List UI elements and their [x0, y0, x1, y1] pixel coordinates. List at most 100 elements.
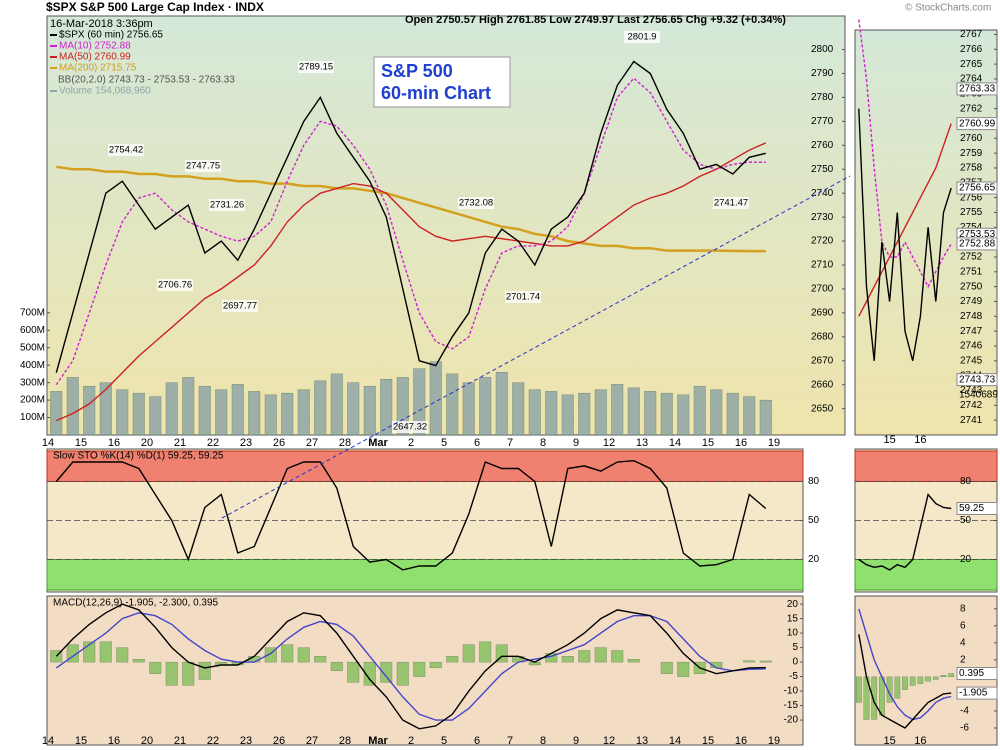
bar [297, 389, 310, 436]
bar [726, 392, 739, 436]
bar [149, 396, 162, 436]
y-tick-label: 2751 [960, 266, 983, 277]
legend-label: MA(10) 2752.88 [59, 41, 131, 52]
bar [627, 387, 640, 436]
x-tick-label: Mar [368, 437, 388, 449]
x-tick-label: 8 [540, 437, 546, 449]
x-tick-label: 15 [702, 437, 714, 449]
x-tick-label: 28 [339, 437, 351, 449]
y2-tick-label: 600M [20, 325, 45, 336]
series-line [55, 60, 766, 373]
y-tick-label: 2755 [960, 207, 983, 218]
x-tick-label: 27 [306, 735, 318, 747]
y-tick-label: 6 [960, 620, 966, 631]
bar [462, 382, 475, 436]
x-tick-label: 2 [408, 437, 414, 449]
value-label: 2763.33 [959, 84, 996, 95]
y-tick-label: 2760 [960, 133, 983, 144]
credit: © StockCharts.com [905, 3, 991, 14]
x-tick-label: 21 [174, 735, 186, 747]
annotation: 2731.26 [210, 200, 244, 211]
series-line [55, 603, 766, 730]
value-label: 2760.99 [959, 118, 996, 129]
y-tick-label: 2700 [811, 284, 834, 295]
y-tick-label: 2660 [811, 379, 834, 390]
annotation-box [713, 197, 749, 209]
bar [165, 382, 178, 436]
bar [677, 394, 690, 436]
bar [693, 385, 706, 436]
overbought-zone [854, 450, 998, 482]
callout-text: 60-min Chart [381, 83, 491, 103]
bar [314, 656, 327, 663]
y-tick-label: -4 [960, 706, 969, 717]
bar [281, 644, 294, 663]
x-tick-label: 27 [306, 437, 318, 449]
x-tick-label: 16 [914, 434, 926, 446]
series-line [858, 608, 952, 721]
y-tick-label: 2680 [811, 331, 834, 342]
y-tick-label: -5 [789, 671, 798, 682]
y-tick-label: 20 [787, 599, 799, 610]
bar [264, 394, 277, 436]
bar [948, 673, 954, 678]
annotation: 2647.32 [393, 422, 427, 433]
bar [759, 399, 772, 436]
y-tick-label: 2790 [811, 68, 834, 79]
y-tick-label: 50 [808, 515, 820, 526]
bar [925, 676, 931, 682]
bar [578, 392, 591, 436]
quote: Open 2750.57 High 2761.85 Low 2749.97 La… [405, 14, 786, 26]
x-tick-label: 2 [408, 735, 414, 747]
x-tick-label: 22 [207, 735, 219, 747]
annotation-box [185, 160, 221, 172]
bar [446, 373, 459, 436]
y-tick-label: 2752 [960, 252, 983, 263]
series-line [858, 634, 952, 729]
bar [871, 676, 878, 720]
bar [132, 392, 145, 436]
y-tick-label: 20 [808, 554, 820, 565]
y-tick-label: 4 [960, 637, 966, 648]
bar [940, 675, 947, 678]
y-tick-label: 80 [808, 476, 820, 487]
annotation: 2789.15 [299, 62, 333, 73]
annotation: 2801.9 [627, 32, 656, 43]
x-tick-label: 12 [603, 735, 615, 747]
bar [561, 394, 574, 436]
bar [578, 650, 591, 663]
x-tick-label: 9 [573, 735, 579, 747]
legend-label: MA(200) 2715.75 [59, 63, 137, 74]
series-line [858, 123, 952, 317]
y-tick-label: 2749 [960, 296, 983, 307]
bar [132, 659, 145, 663]
bar [198, 661, 211, 680]
y-tick-label: 50 [960, 515, 972, 526]
bar [512, 382, 525, 436]
legend-label: $SPX (60 min) 2756.65 [59, 30, 163, 41]
bar [479, 377, 492, 436]
bar [66, 377, 79, 436]
bar [99, 382, 112, 436]
bar [909, 676, 916, 686]
bar [347, 382, 360, 436]
bar [50, 650, 63, 663]
y-tick-label: 2765 [960, 59, 983, 70]
y-tick-label: 2743 [960, 385, 983, 396]
y-tick-label: 2720 [811, 236, 834, 247]
y2-tick-label: 700M [20, 307, 45, 318]
bar [347, 661, 360, 683]
series-line [858, 492, 952, 571]
value-box [956, 373, 998, 387]
value-box [956, 667, 998, 681]
bar [116, 389, 129, 436]
bar [710, 389, 723, 436]
bar [248, 391, 261, 436]
x-tick-label: 7 [507, 735, 513, 747]
series-line [55, 459, 767, 571]
bar [182, 377, 195, 436]
annotation: 2732.08 [459, 198, 493, 209]
value-label: 0.395 [959, 668, 984, 679]
bar [396, 661, 409, 686]
bar [627, 659, 640, 663]
